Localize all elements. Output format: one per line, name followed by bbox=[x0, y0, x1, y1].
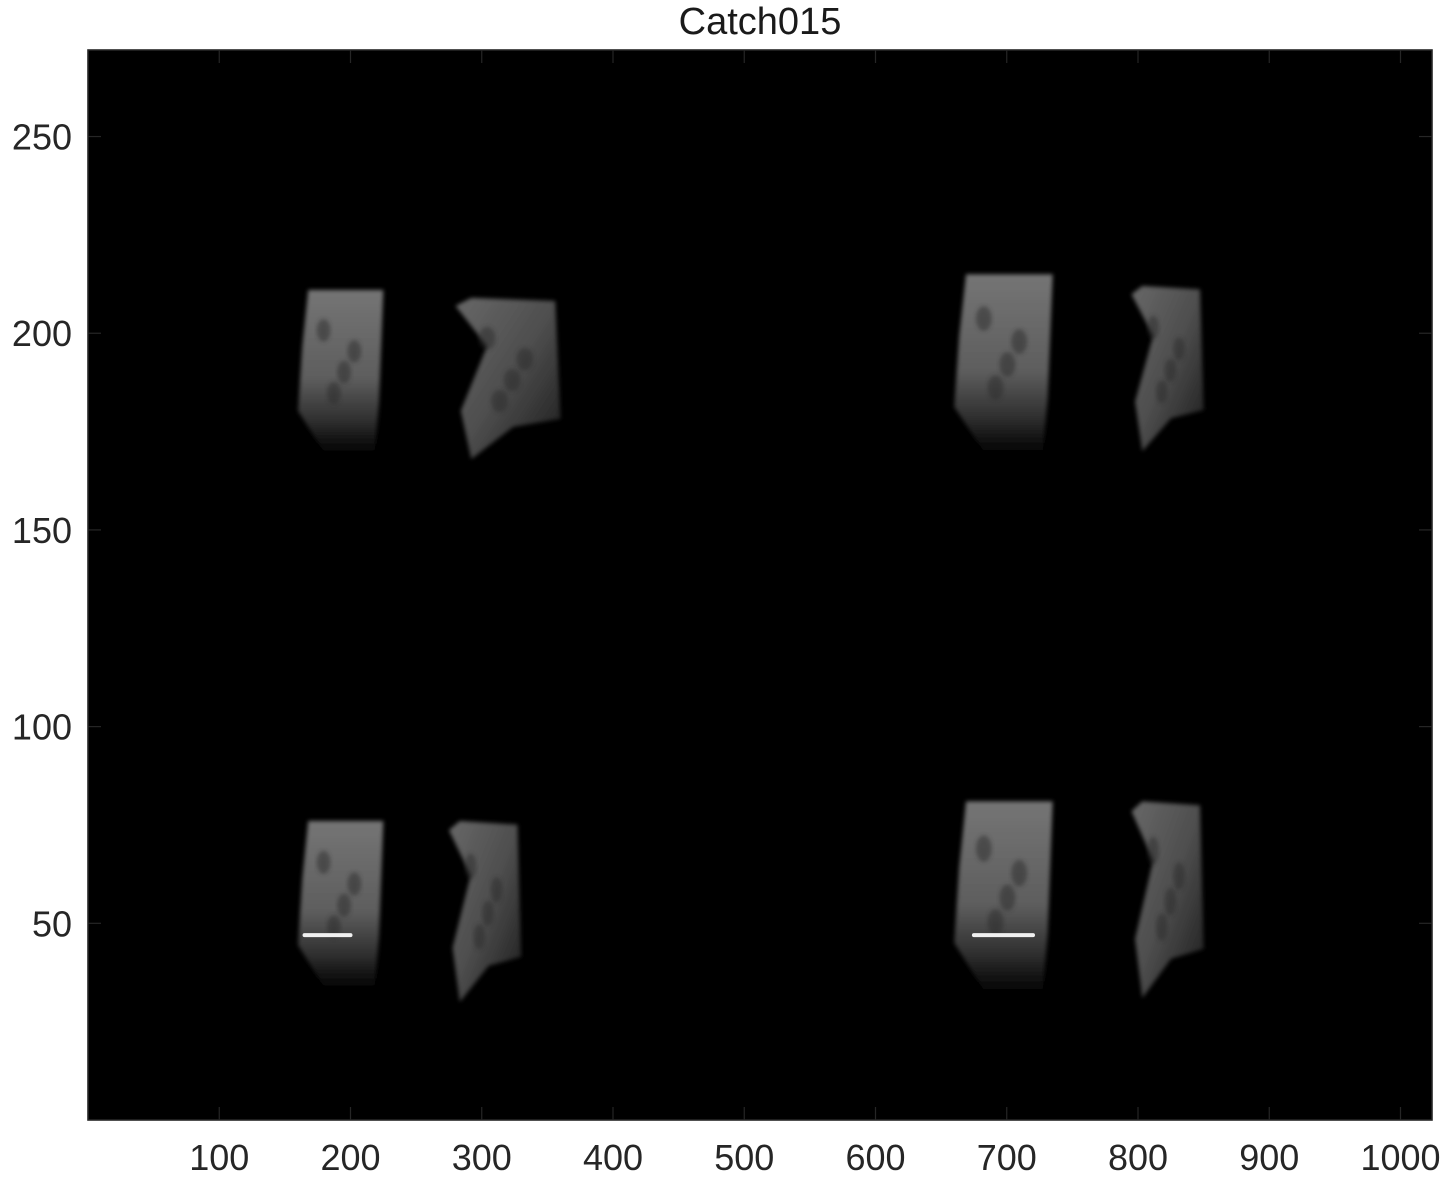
x-tick-label: 800 bbox=[1108, 1137, 1168, 1178]
chart-title: Catch015 bbox=[679, 1, 842, 43]
region-upper-right-a bbox=[954, 274, 1052, 451]
y-tick-label: 50 bbox=[32, 903, 72, 944]
y-tick-label: 150 bbox=[12, 510, 72, 551]
plot-area bbox=[88, 50, 1432, 1120]
y-tick-label: 100 bbox=[12, 707, 72, 748]
x-tick-label: 1000 bbox=[1360, 1137, 1440, 1178]
y-tick-label: 250 bbox=[12, 117, 72, 158]
x-tick-label: 200 bbox=[320, 1137, 380, 1178]
y-tick-labels: 50 100 150 200 250 bbox=[12, 117, 72, 945]
x-tick-label: 100 bbox=[189, 1137, 249, 1178]
x-tick-labels: 100 200 300 400 500 600 700 800 900 1000 bbox=[189, 1137, 1440, 1178]
x-tick-label: 900 bbox=[1239, 1137, 1299, 1178]
x-tick-label: 500 bbox=[714, 1137, 774, 1178]
x-tick-label: 600 bbox=[845, 1137, 905, 1178]
y-tick-label: 200 bbox=[12, 313, 72, 354]
region-lower-left-a bbox=[298, 821, 383, 986]
x-tick-label: 400 bbox=[583, 1137, 643, 1178]
x-tick-label: 700 bbox=[977, 1137, 1037, 1178]
x-tick-label: 300 bbox=[452, 1137, 512, 1178]
region-lower-right-a bbox=[954, 801, 1052, 990]
region-upper-left-a bbox=[298, 290, 383, 451]
